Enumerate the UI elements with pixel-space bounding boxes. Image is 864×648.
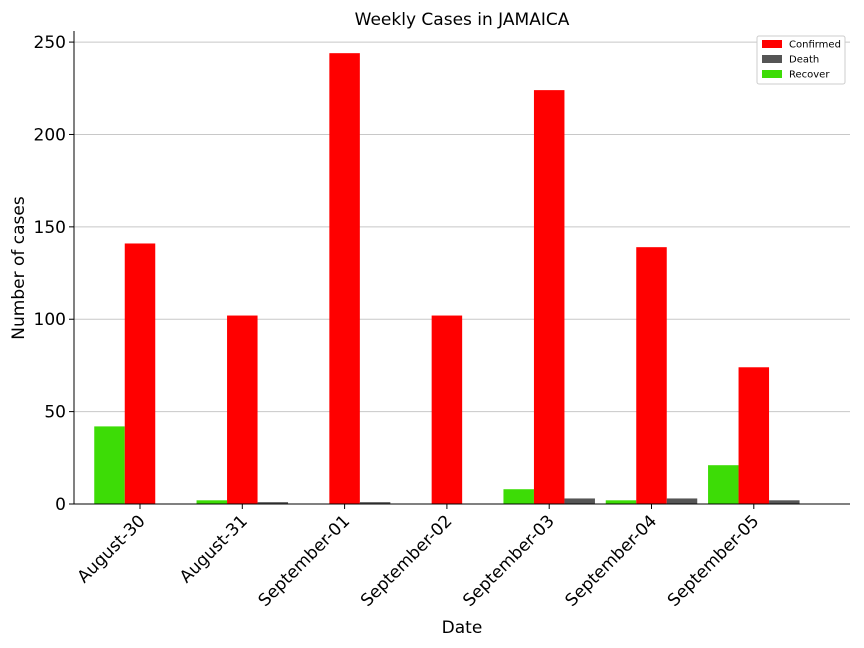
x-axis-label: Date [442,618,483,638]
axes-group [73,31,850,505]
bar-death [359,502,391,504]
y-tick-label: 50 [44,403,66,423]
y-ticks-group: 0 50 100 150 200 250 [34,33,74,515]
bar-confirmed [124,243,156,504]
legend-swatch-death [762,55,782,63]
x-tick-label: August-30 [74,511,150,587]
bar-confirmed [533,90,565,504]
bar-recover [196,500,228,504]
x-tick-label: September-03 [459,511,558,610]
bar-recover [503,489,534,504]
bars-group [94,53,800,504]
bar-death [666,498,698,504]
bar-confirmed [431,315,463,504]
bar-recover [708,465,739,504]
bar-confirmed [329,53,360,504]
legend-label-confirmed: Confirmed [789,40,841,51]
legend-swatch-confirmed [762,40,782,48]
x-tick-label: September-02 [357,511,456,610]
chart-title: Weekly Cases in JAMAICA [355,10,570,30]
bar-recover [94,426,125,504]
grid-lines [74,41,850,413]
y-tick-label: 250 [34,33,66,53]
bar-confirmed [738,367,770,504]
bar-death [564,498,595,504]
x-tick-label: September-05 [664,511,763,610]
y-tick-label: 150 [34,218,66,238]
y-tick-label: 0 [55,495,66,515]
legend-swatch-recover [762,70,782,78]
y-tick-label: 200 [34,125,66,145]
legend-label-recover: Recover [789,70,830,81]
bar-confirmed [227,315,258,504]
bar-death [769,500,800,504]
legend-label-death: Death [789,55,819,66]
y-tick-label: 100 [34,310,66,330]
x-tick-label: September-04 [562,511,661,610]
y-axis-label: Number of cases [9,196,29,340]
x-tick-label: August-31 [176,511,252,587]
x-tick-label: September-01 [255,511,354,610]
legend: Confirmed Death Recover [756,35,846,85]
bar-death [257,502,289,504]
bar-recover [605,500,637,504]
bar-confirmed [636,247,667,504]
x-ticks-group: August-30 August-31 September-01 September-… [74,504,763,611]
